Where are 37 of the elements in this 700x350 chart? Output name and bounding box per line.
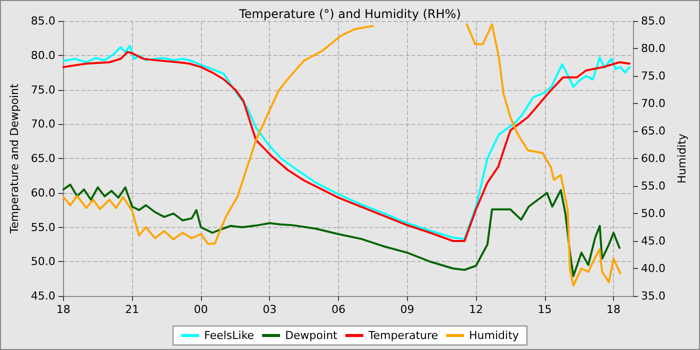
y2-tick-label: 35.0 [641,290,666,302]
x-tick-label: 03 [262,303,277,316]
y2-tick-label: 65.0 [641,124,666,138]
y-tick-label: 60.0 [30,186,56,200]
y-tick-label: 80.0 [30,48,56,62]
y-axis-title: Temperature and Dewpoint [8,82,21,234]
y2-tick-label: 55.0 [641,180,666,192]
y-tick-label: 65.0 [30,152,56,165]
y2-tick-label: 85.0 [641,14,666,28]
x-tick-label: 15 [538,303,552,316]
y2-tick-label: 45.0 [641,234,666,248]
x-tick-label: 12 [468,303,483,316]
x-tick-label: 09 [400,303,414,316]
y2-tick-label: 75.0 [641,70,666,82]
y2-tick-label: 60.0 [641,152,666,165]
legend-label: FeelsLike [204,329,254,342]
chart-title: Temperature (°) and Humidity (RH%) [238,7,461,21]
y-tick-label: 55.0 [30,220,56,234]
y-tick-label: 75.0 [30,83,56,96]
y-tick-label: 45.0 [30,290,56,302]
y2-axis-title: Humidity [675,133,688,184]
y2-tick-label: 80.0 [641,42,666,55]
legend-label: Humidity [469,329,520,342]
y-tick-label: 50.0 [30,255,56,268]
line-series [62,184,620,278]
y2-tick-label: 70.0 [641,97,666,110]
y2-tick-label: 40.0 [641,262,666,275]
x-tick-label: 21 [125,303,140,316]
legend-label: Dewpoint [285,329,338,342]
legend-label: Temperature [367,329,438,342]
x-tick-label: 18 [606,303,621,316]
y-tick-label: 85.0 [30,14,56,28]
y2-tick-label: 50.0 [641,207,666,220]
x-tick-label: 00 [194,303,208,316]
y-tick-label: 70.0 [30,118,56,131]
x-tick-label: 06 [331,303,346,316]
x-tick-label: 18 [56,303,70,316]
